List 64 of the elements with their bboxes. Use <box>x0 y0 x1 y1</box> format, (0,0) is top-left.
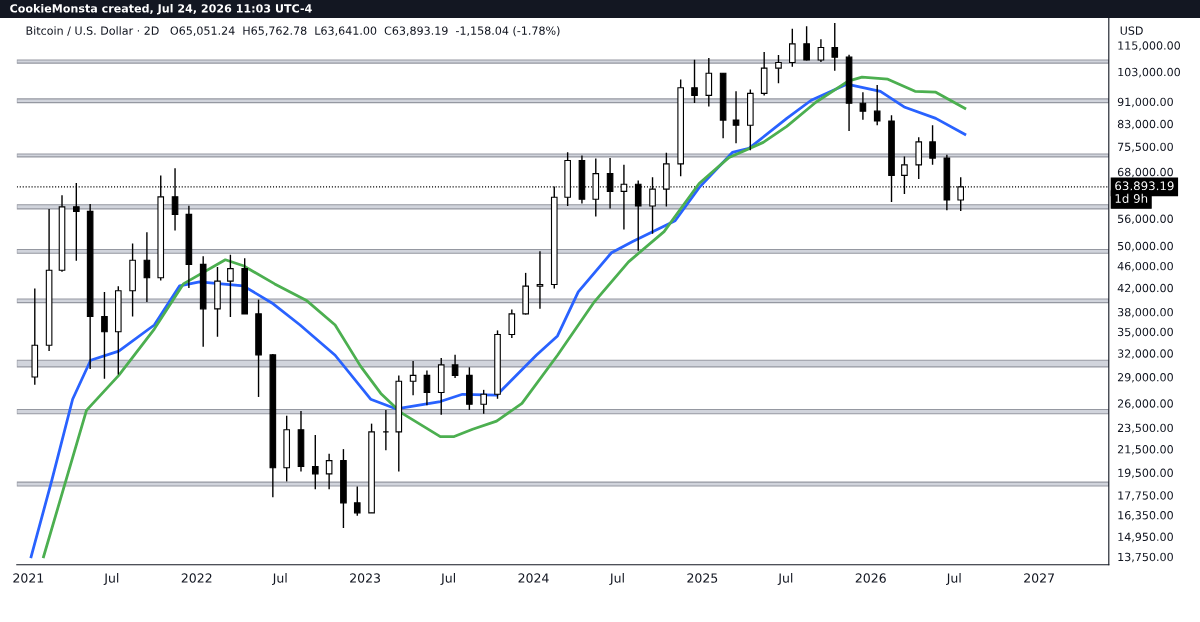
y-tick-label: 16,350.00 <box>1118 511 1173 521</box>
y-tick-label: 56,000.00 <box>1117 214 1173 225</box>
y-tick-label: 42,000.00 <box>1117 283 1173 294</box>
x-tick-label: 2025 <box>687 573 718 583</box>
x-tick-label: Jul <box>609 573 624 586</box>
candlestick <box>831 22 839 72</box>
candlestick <box>929 124 936 166</box>
candlestick <box>353 485 361 517</box>
candlestick <box>775 54 782 85</box>
x-tick-label: 2027 <box>1024 573 1054 583</box>
y-tick-label: 17,750.00 <box>1118 491 1173 501</box>
text: 1d 9h <box>1115 193 1148 203</box>
y-tick-label: 32,000.00 <box>1117 349 1173 359</box>
y-tick-label: 13,750.00 <box>1118 552 1173 563</box>
y-tick-label: 46,000.00 <box>1117 261 1173 272</box>
y-tick-label: 26,000.00 <box>1117 399 1173 409</box>
x-tick-label: 2024 <box>518 573 549 583</box>
y-tick-label: 23,500.00 <box>1117 423 1173 434</box>
candlestick <box>691 59 698 104</box>
x-tick-label: 2021 <box>13 573 44 583</box>
candlestick <box>451 354 459 379</box>
y-axis-title: USD <box>1120 26 1143 35</box>
y-tick-label: 83,000.00 <box>1117 119 1173 130</box>
x-tick-label: Jul <box>272 573 287 586</box>
candlestick <box>732 90 740 144</box>
y-tick-label: 38,000.00 <box>1117 307 1173 318</box>
y-tick-label: 115,000.00 <box>1118 41 1181 51</box>
candlestick <box>803 25 810 62</box>
text: CookieMonsta created, Jul 24, 2026 11:03 UTC-4 <box>10 3 312 15</box>
ref-line-label: 63,893.19 <box>1115 181 1174 192</box>
candlestick <box>409 360 417 396</box>
candlestick <box>705 57 713 108</box>
candlestick <box>423 369 431 406</box>
y-tick-label: 103,000.00 <box>1118 67 1181 78</box>
x-tick-label: 2022 <box>181 573 212 583</box>
candlestick <box>915 136 923 180</box>
x-tick-label: Jul <box>440 573 455 586</box>
candlestick <box>101 291 108 380</box>
candlestick <box>480 389 488 415</box>
x-tick-label: 2026 <box>855 573 886 583</box>
candlestick <box>859 91 867 121</box>
candlestick <box>143 231 151 303</box>
candlestick <box>788 28 796 68</box>
candlestick <box>227 254 234 318</box>
y-tick-label: 91,000.00 <box>1117 97 1173 108</box>
y-tick-label: 29,000.00 <box>1117 373 1173 383</box>
chart-title: Bitcoin / U.S. Dollar · 2D O65,051.24 H65,762.78 L63,641.00 C63,893.19 -1,158.04 (-1.78%) <box>26 26 560 37</box>
y-tick-label: 75,500.00 <box>1118 142 1173 153</box>
x-tick-label: 2023 <box>350 573 381 583</box>
candlestick <box>508 308 516 339</box>
y-tick-label: 21,500.00 <box>1117 445 1173 455</box>
candlestick <box>536 250 544 310</box>
candlestick <box>817 38 825 63</box>
y-tick-label: 19,500.00 <box>1118 468 1173 479</box>
x-tick-label: Jul <box>946 573 961 586</box>
candlestick <box>873 84 881 127</box>
candlestick <box>325 452 333 490</box>
y-tick-label: 14,950.00 <box>1118 532 1173 543</box>
y-tick-label: 50,000.00 <box>1117 241 1173 252</box>
y-tick-label: 35,000.00 <box>1117 327 1173 338</box>
y-tick-label: 68,000.00 <box>1117 167 1173 178</box>
x-tick-label: Jul <box>103 573 119 586</box>
candlestick <box>311 434 319 490</box>
x-tick-label: Jul <box>777 573 793 586</box>
